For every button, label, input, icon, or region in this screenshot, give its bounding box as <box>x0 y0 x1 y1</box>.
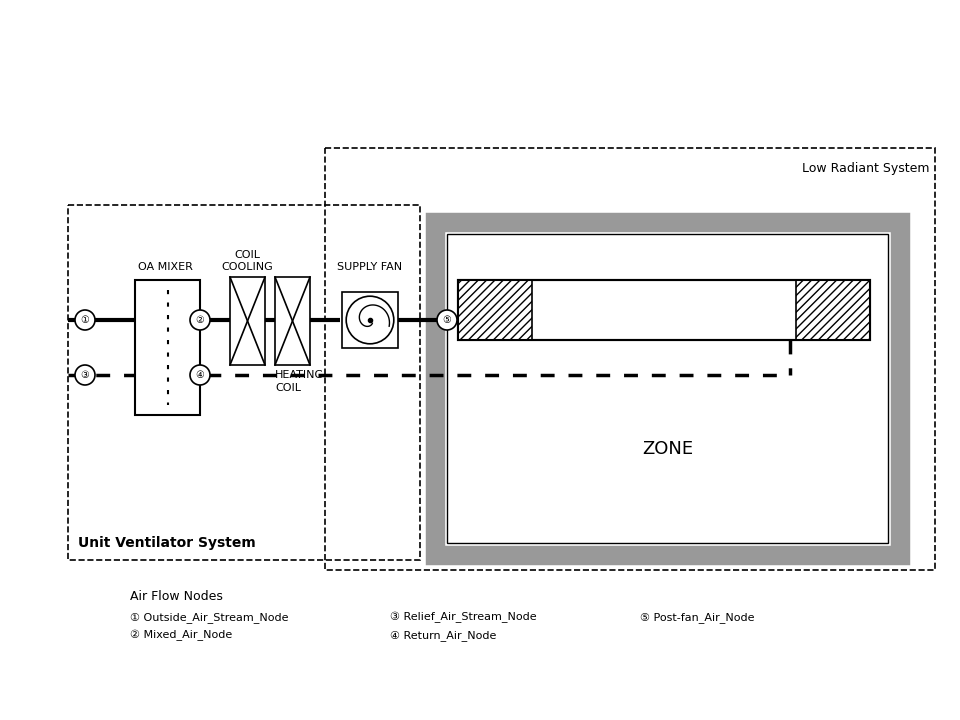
Bar <box>342 292 398 348</box>
Bar <box>458 280 870 340</box>
Text: COIL: COIL <box>234 250 260 260</box>
Text: SUPPLY FAN: SUPPLY FAN <box>337 262 402 272</box>
Circle shape <box>190 365 210 385</box>
Circle shape <box>190 310 210 330</box>
Bar <box>68 205 420 560</box>
Text: ③: ③ <box>81 370 89 380</box>
Text: ① Outside_Air_Stream_Node: ① Outside_Air_Stream_Node <box>130 612 289 623</box>
Text: ③ Relief_Air_Stream_Node: ③ Relief_Air_Stream_Node <box>390 612 537 624</box>
Text: COIL: COIL <box>275 383 301 393</box>
Text: ⑤: ⑤ <box>443 315 451 325</box>
Bar <box>135 280 200 415</box>
Text: ⑤ Post-fan_Air_Node: ⑤ Post-fan_Air_Node <box>640 612 755 623</box>
Text: Air Flow Nodes: Air Flow Nodes <box>130 590 223 603</box>
Text: ①: ① <box>81 315 89 325</box>
Text: VENTILATED SLAB: VENTILATED SLAB <box>608 304 721 317</box>
Circle shape <box>75 310 95 330</box>
Text: COOLING: COOLING <box>222 262 274 272</box>
Bar <box>458 280 532 340</box>
Text: ② Mixed_Air_Node: ② Mixed_Air_Node <box>130 630 232 642</box>
Text: ④ Return_Air_Node: ④ Return_Air_Node <box>390 630 496 641</box>
Bar <box>447 234 888 543</box>
Bar <box>458 280 870 340</box>
Text: ZONE: ZONE <box>642 439 693 457</box>
Bar <box>796 280 870 340</box>
Circle shape <box>347 296 394 344</box>
Bar <box>275 277 310 365</box>
Bar <box>435 222 900 555</box>
Circle shape <box>437 310 457 330</box>
Bar <box>230 277 265 365</box>
Text: Low Radiant System: Low Radiant System <box>802 162 929 175</box>
Text: OA MIXER: OA MIXER <box>137 262 192 272</box>
Text: Unit Ventilator System: Unit Ventilator System <box>78 536 255 550</box>
Text: ②: ② <box>196 315 204 325</box>
Text: ④: ④ <box>196 370 204 380</box>
Circle shape <box>75 365 95 385</box>
Text: HEATING: HEATING <box>275 370 324 380</box>
Bar <box>325 148 935 570</box>
